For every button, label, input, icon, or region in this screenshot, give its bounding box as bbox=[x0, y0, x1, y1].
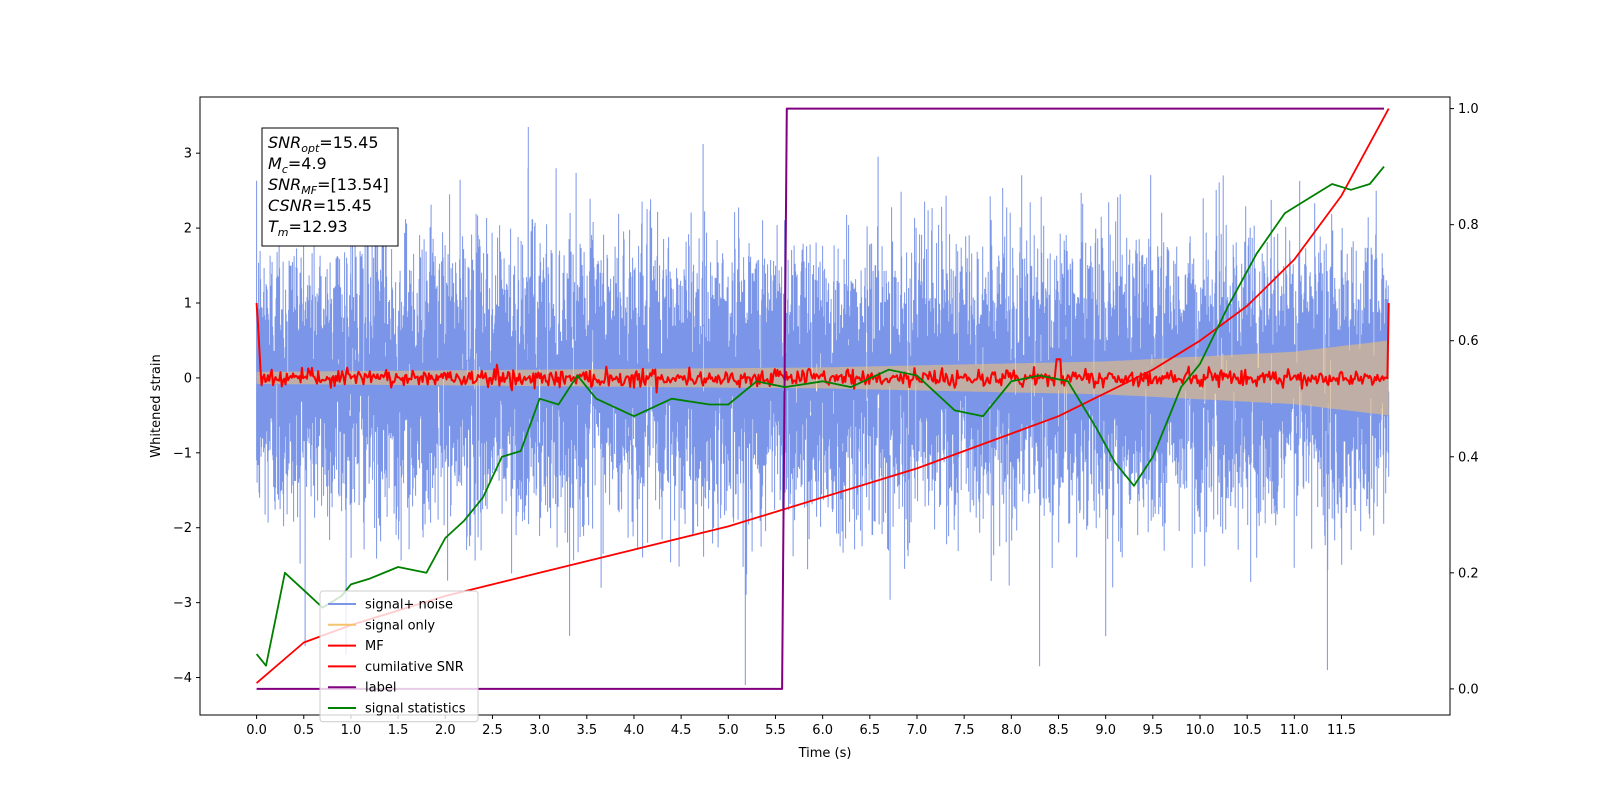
y2-tick-label: 0.8 bbox=[1458, 218, 1479, 233]
x-tick-label: 2.5 bbox=[482, 723, 503, 738]
annotation-symbol: SNR bbox=[268, 133, 301, 152]
annotation-value: =[13.54] bbox=[317, 175, 389, 194]
signal-only-series bbox=[256, 340, 1389, 416]
x-tick-label: 4.0 bbox=[624, 723, 645, 738]
x-tick-label: 1.5 bbox=[388, 723, 409, 738]
legend-label: cumilative SNR bbox=[365, 660, 464, 675]
y-tick-label: −1 bbox=[173, 446, 192, 461]
annotation-line: SNRMF=[13.54] bbox=[268, 175, 389, 197]
annotation-box: SNRopt=15.45Mc=4.9SNRMF=[13.54]CSNR=15.4… bbox=[261, 127, 399, 247]
x-tick-label: 11.0 bbox=[1280, 723, 1309, 738]
signal-statistics-series bbox=[255, 166, 1385, 667]
y2-tick-label: 0.2 bbox=[1458, 566, 1479, 581]
y-tick-label: −2 bbox=[173, 521, 192, 536]
x-tick-label: 7.0 bbox=[907, 723, 928, 738]
annotation-line: Mc=4.9 bbox=[268, 154, 327, 176]
y2-tick-label: 0.0 bbox=[1458, 682, 1479, 697]
x-tick-label: 8.0 bbox=[1001, 723, 1022, 738]
x-tick-label: 5.5 bbox=[765, 723, 786, 738]
legend-label: signal statistics bbox=[365, 702, 466, 717]
x-tick-label: 6.0 bbox=[812, 723, 833, 738]
annotation-value: =12.93 bbox=[289, 217, 348, 236]
x-tick-label: 0.5 bbox=[293, 723, 314, 738]
annotation-frame bbox=[261, 127, 399, 247]
annotation-subscript: opt bbox=[301, 142, 320, 155]
x-tick-label: 1.0 bbox=[341, 723, 362, 738]
axes-frame bbox=[199, 96, 1451, 716]
y-tick-label: 1 bbox=[184, 297, 192, 312]
annotation-symbol: T bbox=[268, 217, 279, 236]
y-tick-label: −3 bbox=[173, 596, 192, 611]
x-tick-label: 3.5 bbox=[576, 723, 597, 738]
y-tick-label: 2 bbox=[184, 222, 192, 237]
annotation-symbol: CSNR bbox=[268, 196, 313, 215]
y-axis-label: Whitened strain bbox=[149, 354, 164, 457]
x-axis-ticks: 0.0 0.5 1.0 1.5 2.0 2.5 3.0 3.5 4.0 4.5 5.0 5.5 6.0 6… bbox=[246, 715, 1356, 738]
x-tick-label: 2.0 bbox=[435, 723, 456, 738]
annotation-subscript: MF bbox=[301, 184, 317, 197]
x-tick-label: 0.0 bbox=[246, 723, 267, 738]
x-tick-label: 9.5 bbox=[1142, 723, 1163, 738]
x-tick-label: 7.5 bbox=[954, 723, 975, 738]
x-axis-label: Time (s) bbox=[798, 746, 852, 761]
legend: signal+ noise signal only MF cumilative SNR… bbox=[319, 590, 479, 723]
annotation-value: =15.45 bbox=[313, 196, 372, 215]
x-tick-label: 11.5 bbox=[1327, 723, 1356, 738]
annotation-symbol: M bbox=[268, 154, 282, 173]
y-tick-label: 3 bbox=[184, 147, 192, 162]
annotation-line: SNRopt=15.45 bbox=[268, 133, 379, 155]
mf-series bbox=[255, 302, 1390, 394]
annotation-value: =4.9 bbox=[288, 154, 327, 173]
x-tick-label: 10.0 bbox=[1186, 723, 1215, 738]
label-series bbox=[256, 107, 1384, 690]
annotation-line: CSNR=15.45 bbox=[268, 196, 372, 215]
annotation-symbol: SNR bbox=[268, 175, 301, 194]
y-axis-ticks: 3 2 1 0 −1 −2 −3 −4 bbox=[173, 147, 200, 686]
x-tick-label: 6.5 bbox=[859, 723, 880, 738]
y2-tick-label: 0.4 bbox=[1458, 450, 1479, 465]
x-tick-label: 4.5 bbox=[671, 723, 692, 738]
legend-label: signal+ noise bbox=[365, 598, 453, 613]
y-tick-label: 0 bbox=[184, 371, 192, 386]
legend-label: MF bbox=[365, 639, 384, 654]
annotation-line: Tm=12.93 bbox=[268, 217, 348, 239]
legend-label: label bbox=[365, 681, 396, 696]
annotation-value: =15.45 bbox=[319, 133, 378, 152]
x-tick-label: 10.5 bbox=[1233, 723, 1262, 738]
legend-frame bbox=[319, 590, 479, 723]
y2-tick-label: 0.6 bbox=[1458, 334, 1479, 349]
legend-label: signal only bbox=[365, 618, 435, 633]
plot-area bbox=[255, 107, 1390, 690]
x-tick-label: 3.0 bbox=[529, 723, 550, 738]
y2-axis-ticks: 1.0 0.8 0.6 0.4 0.2 0.0 bbox=[1450, 102, 1479, 697]
annotation-subscript: m bbox=[278, 226, 289, 239]
x-tick-label: 9.0 bbox=[1095, 723, 1116, 738]
y2-tick-label: 1.0 bbox=[1458, 102, 1479, 117]
y-tick-label: −4 bbox=[173, 671, 192, 686]
x-tick-label: 8.5 bbox=[1048, 723, 1069, 738]
annotation-subscript: c bbox=[282, 163, 288, 176]
x-tick-label: 5.0 bbox=[718, 723, 739, 738]
